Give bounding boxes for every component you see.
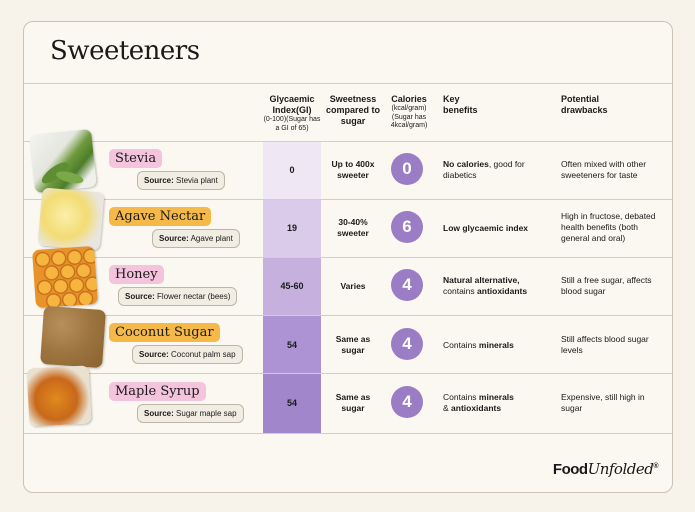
source-label: Source: Agave plant [152, 229, 240, 248]
drawbacks-text: Often mixed with other sweeteners for ta… [561, 159, 647, 180]
divider [24, 199, 672, 200]
divider [24, 141, 672, 142]
gi-value: 45-60 [280, 281, 304, 291]
benefits-text: Low glycaemic index [443, 223, 529, 233]
calories-circle: 4 [391, 386, 423, 418]
gi-value: 19 [286, 223, 297, 233]
divider [24, 433, 672, 434]
gi-shade [263, 373, 321, 433]
sweetness-value: Same as sugar [335, 392, 371, 413]
sweetener-name-tag: Maple Syrup [109, 382, 206, 401]
sweetener-name-tag: Coconut Sugar [109, 323, 220, 342]
benefits-text: Natural alternative, contains antioxidant… [443, 275, 528, 296]
sweetener-name-tag: Stevia [109, 149, 163, 168]
coconut-sugar-image [40, 305, 106, 369]
sweetener-name-tag: Agave Nectar [109, 207, 212, 226]
gi-shade [263, 315, 321, 373]
benefits-text: Contains minerals & antioxidants [443, 392, 514, 413]
gi-value: 54 [286, 398, 297, 408]
header-gi: Glycaemic Index(GI) (0-100)(Sugar has a … [263, 94, 321, 132]
drawbacks-text: Expensive, still high in sugar [561, 392, 645, 413]
drawbacks-text: High in fructose, debated health benefit… [561, 211, 656, 243]
divider [24, 373, 672, 374]
sweetness-value: 30-40% sweeter [337, 217, 369, 238]
calories-circle: 6 [391, 211, 423, 243]
source-label: Source: Sugar maple sap [137, 404, 244, 423]
maple-syrup-image [26, 365, 92, 427]
benefits-text: Contains minerals [443, 340, 514, 350]
source-label: Source: Stevia plant [137, 171, 225, 190]
divider [24, 83, 672, 84]
header-calories: Calories (kcal/gram) (Sugar has 4kcal/gr… [390, 94, 428, 129]
foodunfolded-logo: FoodUnfolded® [552, 460, 659, 478]
sweetness-value: Varies [340, 281, 366, 291]
divider [24, 257, 672, 258]
benefits-text: No calories, good for diabetics [443, 159, 525, 180]
calories-circle: 0 [391, 153, 423, 185]
sweetness-value: Up to 400x sweeter [331, 159, 375, 180]
honey-image [32, 245, 98, 309]
gi-shade [263, 199, 321, 257]
sweeteners-card: Sweeteners Glycaemic Index(GI) (0-100)(S… [23, 21, 673, 493]
agave-nectar-image [37, 187, 105, 251]
header-sweetness: Sweetness compared to sugar [325, 94, 380, 126]
divider [24, 315, 672, 316]
calories-circle: 4 [391, 328, 423, 360]
gi-shade [263, 257, 321, 315]
source-label: Source: Coconut palm sap [132, 345, 243, 364]
gi-value: 54 [286, 340, 297, 350]
gi-value: 0 [289, 165, 295, 175]
page-title: Sweeteners [50, 36, 200, 66]
calories-circle: 4 [391, 269, 423, 301]
stevia-image [29, 128, 97, 194]
source-label: Source: Flower nectar (bees) [118, 287, 238, 306]
sweetener-name-tag: Honey [109, 265, 164, 284]
drawbacks-text: Still affects blood sugar levels [561, 334, 649, 355]
header-benefits: Key benefits [443, 94, 478, 115]
drawbacks-text: Still a free sugar, affects blood sugar [561, 275, 652, 296]
header-drawbacks: Potential drawbacks [561, 94, 608, 115]
gi-shade [263, 141, 321, 199]
sweetness-value: Same as sugar [335, 334, 371, 355]
